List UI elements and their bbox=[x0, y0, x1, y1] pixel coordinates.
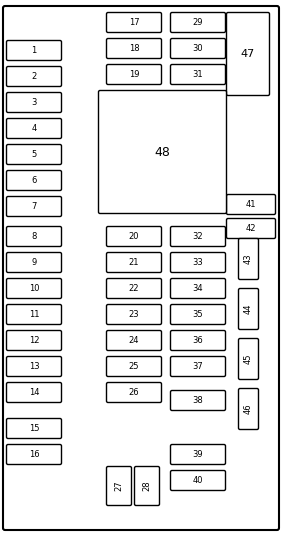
FancyBboxPatch shape bbox=[6, 304, 61, 324]
Text: 2: 2 bbox=[31, 72, 37, 81]
FancyBboxPatch shape bbox=[107, 279, 162, 299]
Text: 45: 45 bbox=[244, 354, 253, 364]
FancyBboxPatch shape bbox=[171, 331, 226, 351]
FancyBboxPatch shape bbox=[6, 279, 61, 299]
Text: 6: 6 bbox=[31, 176, 37, 185]
FancyBboxPatch shape bbox=[171, 252, 226, 272]
FancyBboxPatch shape bbox=[6, 93, 61, 113]
FancyBboxPatch shape bbox=[135, 466, 160, 505]
Text: 7: 7 bbox=[31, 202, 37, 211]
Text: 1: 1 bbox=[31, 46, 37, 55]
Text: 39: 39 bbox=[193, 450, 203, 459]
Text: 18: 18 bbox=[129, 44, 139, 53]
FancyBboxPatch shape bbox=[6, 331, 61, 351]
FancyBboxPatch shape bbox=[6, 66, 61, 86]
FancyBboxPatch shape bbox=[98, 91, 226, 213]
Text: 37: 37 bbox=[193, 362, 203, 371]
Text: 12: 12 bbox=[29, 336, 39, 345]
FancyBboxPatch shape bbox=[107, 383, 162, 403]
FancyBboxPatch shape bbox=[107, 227, 162, 247]
Text: 15: 15 bbox=[29, 424, 39, 433]
Text: 9: 9 bbox=[31, 258, 37, 267]
Text: 21: 21 bbox=[129, 258, 139, 267]
Text: 8: 8 bbox=[31, 232, 37, 241]
Text: 17: 17 bbox=[129, 18, 139, 27]
Text: 36: 36 bbox=[193, 336, 203, 345]
FancyBboxPatch shape bbox=[226, 219, 276, 239]
FancyBboxPatch shape bbox=[239, 339, 259, 379]
FancyBboxPatch shape bbox=[6, 356, 61, 376]
Text: 33: 33 bbox=[193, 258, 203, 267]
FancyBboxPatch shape bbox=[226, 12, 270, 95]
Text: 20: 20 bbox=[129, 232, 139, 241]
FancyBboxPatch shape bbox=[3, 6, 279, 530]
FancyBboxPatch shape bbox=[6, 197, 61, 217]
Text: 43: 43 bbox=[244, 254, 253, 264]
Text: 5: 5 bbox=[31, 150, 37, 159]
FancyBboxPatch shape bbox=[6, 170, 61, 190]
Text: 47: 47 bbox=[241, 49, 255, 59]
FancyBboxPatch shape bbox=[6, 444, 61, 465]
FancyBboxPatch shape bbox=[107, 466, 131, 505]
FancyBboxPatch shape bbox=[171, 304, 226, 324]
Text: 4: 4 bbox=[31, 124, 37, 133]
FancyBboxPatch shape bbox=[6, 118, 61, 138]
FancyBboxPatch shape bbox=[239, 288, 259, 330]
Text: 44: 44 bbox=[244, 304, 253, 314]
Text: 13: 13 bbox=[29, 362, 39, 371]
Text: 29: 29 bbox=[193, 18, 203, 27]
Text: 41: 41 bbox=[246, 200, 256, 209]
Text: 48: 48 bbox=[155, 145, 170, 159]
FancyBboxPatch shape bbox=[6, 419, 61, 438]
FancyBboxPatch shape bbox=[6, 252, 61, 272]
FancyBboxPatch shape bbox=[171, 471, 226, 490]
FancyBboxPatch shape bbox=[239, 239, 259, 279]
FancyBboxPatch shape bbox=[107, 39, 162, 58]
Text: 3: 3 bbox=[31, 98, 37, 107]
FancyBboxPatch shape bbox=[107, 304, 162, 324]
Text: 23: 23 bbox=[129, 310, 139, 319]
FancyBboxPatch shape bbox=[171, 227, 226, 247]
Text: 10: 10 bbox=[29, 284, 39, 293]
Text: 40: 40 bbox=[193, 476, 203, 485]
FancyBboxPatch shape bbox=[6, 383, 61, 403]
Text: 11: 11 bbox=[29, 310, 39, 319]
Text: 35: 35 bbox=[193, 310, 203, 319]
FancyBboxPatch shape bbox=[6, 41, 61, 61]
FancyBboxPatch shape bbox=[171, 64, 226, 85]
FancyBboxPatch shape bbox=[107, 356, 162, 376]
Text: 42: 42 bbox=[246, 224, 256, 233]
FancyBboxPatch shape bbox=[107, 64, 162, 85]
Text: 22: 22 bbox=[129, 284, 139, 293]
Text: 32: 32 bbox=[193, 232, 203, 241]
FancyBboxPatch shape bbox=[171, 444, 226, 465]
Text: 26: 26 bbox=[129, 388, 139, 397]
FancyBboxPatch shape bbox=[107, 252, 162, 272]
FancyBboxPatch shape bbox=[171, 391, 226, 411]
Text: 46: 46 bbox=[244, 404, 253, 414]
Text: 27: 27 bbox=[114, 481, 124, 492]
FancyBboxPatch shape bbox=[226, 195, 276, 214]
Text: 30: 30 bbox=[193, 44, 203, 53]
FancyBboxPatch shape bbox=[171, 12, 226, 33]
FancyBboxPatch shape bbox=[107, 12, 162, 33]
Text: 31: 31 bbox=[193, 70, 203, 79]
FancyBboxPatch shape bbox=[171, 279, 226, 299]
FancyBboxPatch shape bbox=[171, 39, 226, 58]
FancyBboxPatch shape bbox=[171, 356, 226, 376]
Text: 38: 38 bbox=[193, 396, 203, 405]
Text: 34: 34 bbox=[193, 284, 203, 293]
Text: 28: 28 bbox=[142, 481, 151, 492]
Text: 25: 25 bbox=[129, 362, 139, 371]
Text: 19: 19 bbox=[129, 70, 139, 79]
Text: 24: 24 bbox=[129, 336, 139, 345]
Text: 16: 16 bbox=[29, 450, 39, 459]
FancyBboxPatch shape bbox=[239, 389, 259, 429]
FancyBboxPatch shape bbox=[6, 145, 61, 165]
FancyBboxPatch shape bbox=[107, 331, 162, 351]
FancyBboxPatch shape bbox=[6, 227, 61, 247]
Text: 14: 14 bbox=[29, 388, 39, 397]
